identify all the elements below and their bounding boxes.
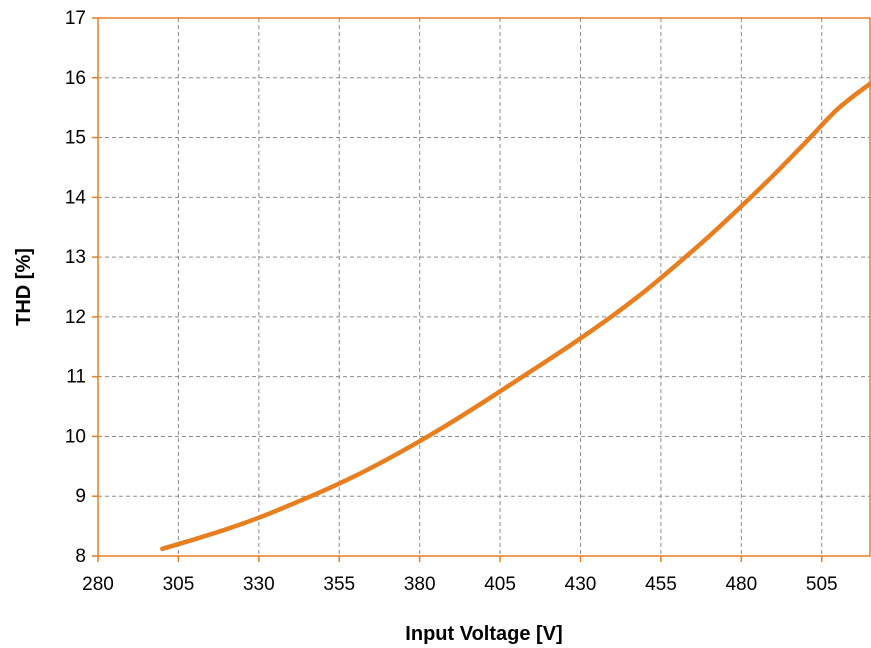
x-axis-title: Input Voltage [V]: [405, 623, 562, 645]
series-layer: [160, 81, 871, 552]
x-tick-label: 355: [323, 574, 355, 595]
y-tick-label: 15: [65, 128, 86, 149]
x-tick-label: 480: [725, 574, 757, 595]
x-tick-label: 405: [484, 574, 516, 595]
y-tick-label: 11: [66, 367, 86, 388]
x-tick-label: 280: [82, 574, 114, 595]
y-tick-label: 13: [65, 247, 86, 268]
x-tick-label: 305: [163, 574, 195, 595]
x-tick-label: 430: [565, 574, 597, 595]
y-axis-title: THD [%]: [13, 248, 35, 326]
y-tick-label: 16: [65, 68, 86, 89]
grid: [98, 18, 870, 556]
y-tick-label: 14: [65, 187, 87, 208]
y-tick-label: 10: [65, 426, 86, 447]
x-axis-ticks: 280 305 330 355 380 405 430 455 480 505: [82, 556, 838, 595]
plot-frame: [97, 17, 871, 557]
thd-series-line: [160, 81, 871, 552]
x-tick-label: 455: [645, 574, 677, 595]
x-tick-label: 505: [806, 574, 838, 595]
y-tick-label: 12: [65, 307, 86, 328]
x-tick-label: 330: [243, 574, 275, 595]
x-tick-label: 380: [404, 574, 436, 595]
y-tick-label: 9: [75, 486, 86, 507]
y-tick-label: 17: [65, 8, 86, 29]
y-axis-ticks: 8 9 10 11 12 13 14 15 16 17: [65, 8, 98, 567]
y-tick-label: 8: [75, 546, 86, 567]
